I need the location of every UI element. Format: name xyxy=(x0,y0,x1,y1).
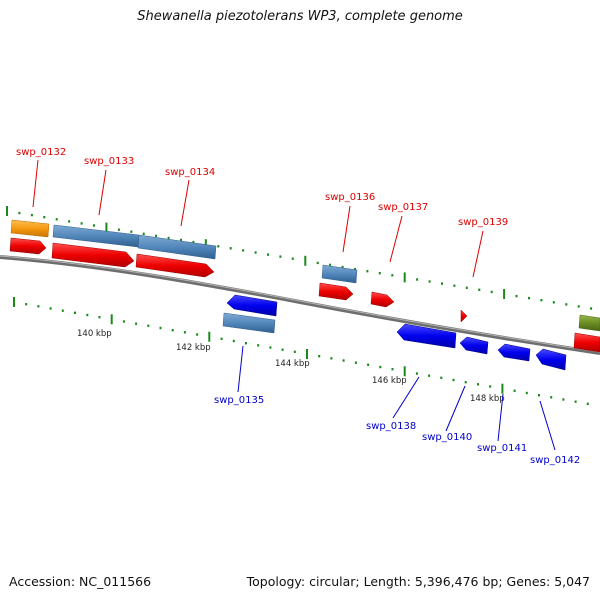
feature-steelblue-0136 xyxy=(321,264,358,284)
gene-arrow-0132 xyxy=(9,237,47,255)
tick-marks-reverse xyxy=(13,297,589,405)
gene-arrow-0137 xyxy=(370,291,395,308)
gene-label-swp-0138: swp_0138 xyxy=(366,421,416,432)
gene-arrow-0142 xyxy=(535,348,567,371)
genome-summary-text: Topology: circular; Length: 5,396,476 bp… xyxy=(246,574,590,589)
genome-backbone xyxy=(0,255,600,355)
gene-labels: swp_0132 swp_0133 swp_0134 swp_0136 swp_… xyxy=(16,147,580,466)
feature-orange xyxy=(10,219,50,238)
gene-label-swp-0137: swp_0137 xyxy=(378,202,428,213)
scale-label-146: 146 kbp xyxy=(372,376,407,386)
gene-label-swp-0142: swp_0142 xyxy=(530,455,580,466)
feature-olive xyxy=(578,314,600,332)
gene-arrow-0141 xyxy=(497,343,531,362)
gene-label-swp-0134: swp_0134 xyxy=(165,167,215,178)
genes-reverse-track xyxy=(222,294,567,371)
feature-steelblue-0134 xyxy=(137,234,217,260)
gene-label-swp-0133: swp_0133 xyxy=(84,156,134,167)
accession-text: Accession: NC_011566 xyxy=(9,574,152,589)
gene-label-swp-0135: swp_0135 xyxy=(214,395,264,406)
gene-label-swp-0141: swp_0141 xyxy=(477,443,527,454)
gene-arrow-0138 xyxy=(396,323,457,349)
gene-arrow-edge xyxy=(573,332,600,353)
scale-label-140: 140 kbp xyxy=(77,329,112,339)
scale-labels: 140 kbp 142 kbp 144 kbp 146 kbp 148 kbp xyxy=(77,329,505,404)
feature-steelblue-0133 xyxy=(52,224,140,248)
genes-forward-track xyxy=(9,237,600,353)
gene-arrow-0136 xyxy=(318,282,354,301)
gene-arrow-0133 xyxy=(51,242,135,268)
gene-arrow-0134 xyxy=(135,253,215,278)
scale-label-144: 144 kbp xyxy=(275,359,310,369)
genome-backbone-highlight xyxy=(0,255,600,353)
feature-track-outer xyxy=(10,219,600,332)
gene-label-swp-0139: swp_0139 xyxy=(458,217,508,228)
gene-label-swp-0140: swp_0140 xyxy=(422,432,472,443)
feature-steelblue-0135 xyxy=(222,312,276,334)
gene-arrow-0139 xyxy=(460,309,468,323)
map-title: Shewanella piezotolerans WP3, complete g… xyxy=(137,9,463,24)
scale-label-148: 148 kbp xyxy=(470,394,505,404)
gene-label-swp-0132: swp_0132 xyxy=(16,147,66,158)
scale-label-142: 142 kbp xyxy=(176,343,211,353)
gene-label-swp-0136: swp_0136 xyxy=(325,192,375,203)
gene-arrow-0140 xyxy=(459,336,489,355)
label-leader-lines xyxy=(32,159,556,451)
gene-arrow-0135 xyxy=(226,294,278,317)
